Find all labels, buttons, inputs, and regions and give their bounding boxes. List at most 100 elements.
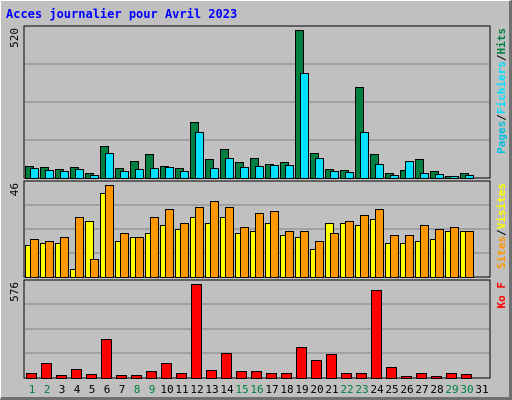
bar-visites-day-21 [330,233,339,278]
bar-ko-f-day-9 [146,371,157,379]
legend-separator: / [495,114,508,121]
bar-visites-day-1 [30,239,39,278]
day-label-6: 6 [104,383,111,396]
day-label-11: 11 [175,383,188,396]
bar-ko-f-day-16 [251,371,262,379]
bar-fichiers-day-17 [270,165,279,179]
day-label-17: 17 [265,383,278,396]
bar-ko-f-day-3 [56,375,67,379]
bar-ko-f-day-8 [131,375,142,379]
bar-ko-f-day-29 [446,373,457,379]
bar-ko-f-day-30 [461,374,472,379]
bar-fichiers-day-18 [285,165,294,179]
day-label-25: 25 [385,383,398,396]
legend-visites: Visites [495,183,508,229]
bar-visites-day-10 [165,209,174,278]
bar-fichiers-day-15 [240,167,249,179]
bar-visites-day-29 [450,227,459,278]
bar-fichiers-day-26 [405,161,414,179]
bar-visites-day-4 [75,217,84,278]
bar-ko-f-day-24 [371,290,382,379]
bar-fichiers-day-1 [30,168,39,179]
bar-fichiers-day-28 [435,174,444,179]
bar-visites-day-11 [180,223,189,278]
day-label-28: 28 [430,383,443,396]
day-label-18: 18 [280,383,293,396]
bar-visites-day-14 [225,207,234,278]
bar-visites-day-30 [465,231,474,278]
bar-fichiers-day-29 [450,176,459,179]
day-label-13: 13 [205,383,218,396]
bar-fichiers-day-9 [150,168,159,179]
bar-visites-day-9 [150,217,159,278]
bar-ko-f-day-6 [101,339,112,379]
visits-panel-ymax-label: 46 [8,183,21,196]
day-label-26: 26 [400,383,413,396]
bar-visites-day-22 [345,221,354,278]
day-label-2: 2 [44,383,51,396]
bar-visites-day-17 [270,211,279,278]
bar-ko-f-day-23 [356,373,367,379]
bar-ko-f-day-25 [386,367,397,379]
bar-visites-day-6 [105,185,114,278]
bar-visites-day-7 [120,233,129,278]
bar-ko-f-day-13 [206,370,217,379]
bar-fichiers-day-4 [75,169,84,179]
bar-visites-day-24 [375,209,384,278]
bar-fichiers-day-13 [210,168,219,179]
bar-visites-day-5 [90,259,99,278]
day-label-8: 8 [134,383,141,396]
bar-ko-f-day-14 [221,353,232,379]
bar-visites-day-8 [135,237,144,278]
visits-panel-legend: Sites/Visites [495,183,508,269]
day-label-20: 20 [310,383,323,396]
bar-visites-day-25 [390,235,399,278]
day-label-31: 31 [475,383,488,396]
bar-fichiers-day-12 [195,132,204,179]
day-label-19: 19 [295,383,308,396]
day-label-3: 3 [59,383,66,396]
bar-fichiers-day-25 [390,175,399,179]
bar-fichiers-day-14 [225,158,234,179]
bar-ko-f-day-17 [266,373,277,379]
bar-fichiers-day-11 [180,171,189,179]
day-label-30: 30 [460,383,473,396]
hits-panel-legend: Pages/Fichiers/Hits [495,28,508,154]
bar-hits-day-27 [415,159,424,179]
bar-visites-day-15 [240,227,249,278]
legend-hits: Hits [495,28,508,55]
bar-ko-f-day-4 [71,369,82,379]
bar-fichiers-day-22 [345,172,354,179]
legend-sites: Sites [495,236,508,269]
bar-hits-day-9 [145,154,154,179]
day-label-15: 15 [235,383,248,396]
day-label-14: 14 [220,383,234,396]
bar-visites-day-26 [405,235,414,278]
chart-title: Acces journalier pour Avril 2023 [6,7,238,21]
bar-fichiers-day-24 [375,164,384,179]
kbytes-panel-legend: Ko F [495,282,508,309]
bar-fichiers-day-5 [90,175,99,179]
bar-visites-day-3 [60,237,69,278]
day-label-7: 7 [119,383,126,396]
bar-fichiers-day-20 [315,158,324,179]
day-label-29: 29 [445,383,458,396]
bar-visites-day-12 [195,207,204,278]
day-label-5: 5 [89,383,96,396]
bar-fichiers-day-16 [255,166,264,179]
bar-ko-f-day-1 [26,373,37,379]
bar-sites-day-5 [85,221,94,278]
bar-ko-f-day-18 [281,373,292,379]
bar-visites-day-19 [300,231,309,278]
bar-fichiers-day-30 [465,175,474,179]
bar-visites-day-23 [360,215,369,278]
bar-fichiers-day-7 [120,171,129,179]
bar-visites-day-18 [285,231,294,278]
bar-ko-f-day-28 [431,376,442,379]
day-label-24: 24 [370,383,384,396]
bar-fichiers-day-23 [360,132,369,179]
kbytes-panel-ymax-label: 576 [8,282,21,302]
bar-fichiers-day-19 [300,73,309,179]
day-label-21: 21 [325,383,338,396]
